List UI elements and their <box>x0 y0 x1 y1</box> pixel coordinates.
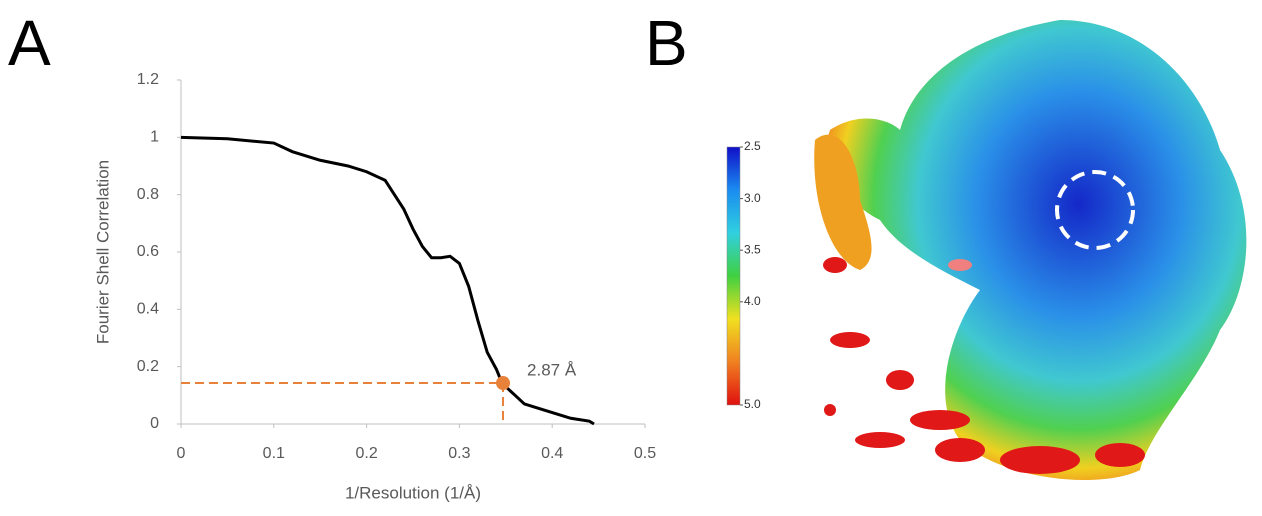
colorbar-tick-label: 3.5 <box>744 242 761 256</box>
panel-label: B <box>645 7 688 79</box>
x-tick-label: 0.4 <box>541 445 563 462</box>
y-tick-label: 0.4 <box>137 301 159 318</box>
colorbar-tick-label: 2.5 <box>744 139 761 153</box>
y-tick-label: 0.8 <box>137 186 159 203</box>
density-map <box>814 20 1247 480</box>
colorbar <box>726 146 741 406</box>
x-tick-label: 0 <box>177 445 186 462</box>
x-tick-label: 0.2 <box>355 445 377 462</box>
x-tick-label: 0.3 <box>448 445 470 462</box>
x-tick-label: 0.1 <box>263 445 285 462</box>
y-axis-label: Fourier Shell Correlation <box>93 160 112 344</box>
y-tick-label: 1.2 <box>137 71 159 88</box>
map-arm <box>814 134 872 270</box>
colorbar-tick-label: 3.0 <box>744 191 761 205</box>
map-body <box>827 20 1247 480</box>
y-tick-label: 0.2 <box>137 358 159 375</box>
x-axis-label: 1/Resolution (1/Å) <box>345 483 481 502</box>
resolution-point <box>496 376 511 391</box>
y-tick-label: 1 <box>150 129 159 146</box>
colorbar-tick-label: 4.0 <box>744 294 761 308</box>
annotation-label: 2.87 Å <box>527 360 577 379</box>
fsc-curve <box>180 135 595 426</box>
highlight-circle <box>1055 170 1135 250</box>
x-tick-label: 0.5 <box>634 445 656 462</box>
y-tick-label: 0 <box>150 415 159 432</box>
panel-label: A <box>8 7 51 79</box>
y-tick-label: 0.6 <box>137 243 159 260</box>
map-fragments <box>823 257 1145 474</box>
colorbar-tick-label: 5.0 <box>744 397 761 411</box>
